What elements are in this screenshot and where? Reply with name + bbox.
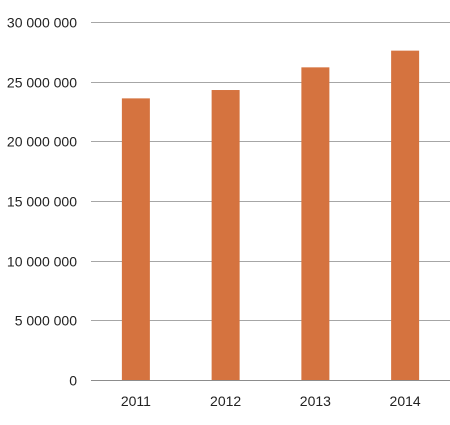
gridlines — [91, 22, 450, 321]
x-tick-label: 2012 — [210, 393, 241, 409]
y-tick-label: 20 000 000 — [7, 134, 77, 150]
y-tick-label: 30 000 000 — [7, 15, 77, 31]
y-tick-label: 10 000 000 — [7, 254, 77, 270]
x-tick-label: 2014 — [390, 393, 421, 409]
x-tick-label: 2013 — [300, 393, 331, 409]
bars — [121, 50, 420, 381]
y-tick-label: 5 000 000 — [15, 313, 77, 329]
x-tick-label: 2011 — [121, 393, 151, 409]
bar-2012 — [211, 90, 240, 381]
y-tick-label: 25 000 000 — [7, 75, 77, 91]
y-tick-label: 0 — [69, 373, 77, 389]
y-axis-ticks: 0 5 000 000 10 000 000 15 000 000 20 000 000… — [7, 15, 77, 389]
x-axis-ticks: 2011 2012 2013 2014 — [121, 393, 421, 409]
y-tick-label: 15 000 000 — [7, 194, 77, 210]
bar-2014 — [391, 50, 420, 380]
bar-2013 — [301, 67, 330, 380]
bar-2011 — [121, 98, 150, 380]
